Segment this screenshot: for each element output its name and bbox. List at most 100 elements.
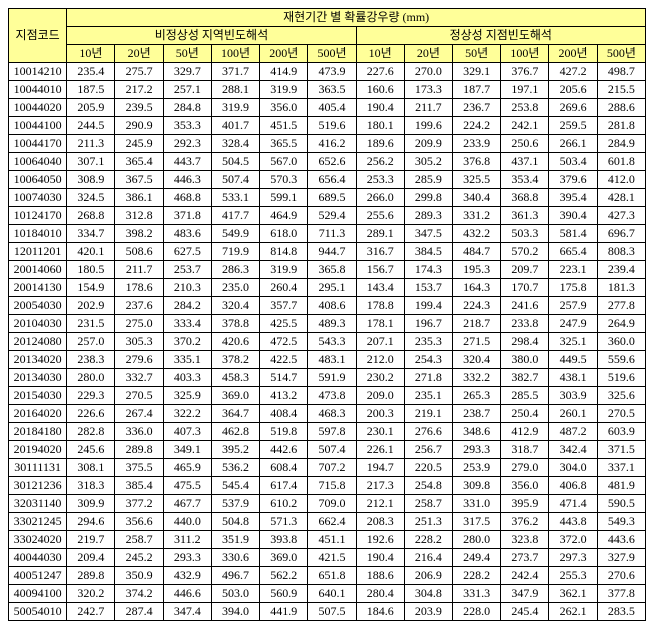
cell-value: 220.5 — [404, 459, 452, 477]
cell-value: 503.0 — [211, 585, 259, 603]
cell-value: 440.0 — [163, 513, 211, 531]
cell-value: 334.7 — [67, 225, 115, 243]
cell-value: 249.4 — [453, 549, 501, 567]
cell-value: 280.0 — [67, 369, 115, 387]
cell-value: 473.8 — [308, 387, 356, 405]
cell-value: 143.4 — [356, 279, 404, 297]
cell-value: 253.7 — [163, 261, 211, 279]
cell-value: 253.9 — [453, 459, 501, 477]
cell-value: 256.7 — [404, 441, 452, 459]
cell-code: 50054010 — [9, 603, 67, 621]
cell-value: 287.4 — [115, 603, 163, 621]
cell-value: 242.7 — [67, 603, 115, 621]
cell-value: 211.7 — [115, 261, 163, 279]
cell-value: 567.0 — [260, 153, 308, 171]
cell-value: 283.5 — [597, 603, 645, 621]
cell-value: 689.5 — [308, 189, 356, 207]
cell-value: 309.9 — [67, 495, 115, 513]
cell-value: 284.2 — [163, 297, 211, 315]
cell-value: 398.2 — [115, 225, 163, 243]
cell-value: 316.7 — [356, 243, 404, 261]
cell-value: 369.0 — [211, 387, 259, 405]
cell-value: 386.1 — [115, 189, 163, 207]
header-period: 500년 — [597, 45, 645, 63]
cell-value: 403.3 — [163, 369, 211, 387]
header-code: 지점코드 — [9, 9, 67, 63]
cell-value: 264.9 — [597, 315, 645, 333]
cell-value: 235.0 — [211, 279, 259, 297]
cell-code: 10124170 — [9, 207, 67, 225]
cell-value: 189.6 — [356, 135, 404, 153]
cell-value: 277.8 — [597, 297, 645, 315]
cell-value: 347.4 — [163, 603, 211, 621]
cell-value: 591.9 — [308, 369, 356, 387]
cell-value: 438.1 — [549, 369, 597, 387]
cell-value: 195.3 — [453, 261, 501, 279]
cell-value: 427.3 — [597, 207, 645, 225]
cell-value: 173.3 — [404, 81, 452, 99]
cell-value: 298.4 — [501, 333, 549, 351]
cell-value: 498.7 — [597, 63, 645, 81]
cell-value: 242.1 — [501, 117, 549, 135]
cell-code: 30111131 — [9, 459, 67, 477]
cell-value: 275.7 — [115, 63, 163, 81]
cell-value: 332.2 — [453, 369, 501, 387]
cell-value: 437.1 — [501, 153, 549, 171]
cell-value: 496.7 — [211, 567, 259, 585]
cell-value: 507.4 — [308, 441, 356, 459]
cell-value: 197.1 — [501, 81, 549, 99]
cell-value: 217.2 — [115, 81, 163, 99]
cell-value: 322.2 — [163, 405, 211, 423]
cell-value: 209.0 — [356, 387, 404, 405]
cell-value: 199.6 — [404, 117, 452, 135]
cell-value: 543.3 — [308, 333, 356, 351]
cell-value: 353.3 — [163, 117, 211, 135]
cell-value: 228.2 — [453, 567, 501, 585]
cell-value: 384.5 — [404, 243, 452, 261]
header-period: 100년 — [501, 45, 549, 63]
cell-value: 187.7 — [453, 81, 501, 99]
cell-value: 508.6 — [115, 243, 163, 261]
cell-code: 20134020 — [9, 351, 67, 369]
cell-value: 483.6 — [163, 225, 211, 243]
table-row: 30111131308.1375.5465.9536.2608.4707.219… — [9, 459, 646, 477]
table-row: 30121236318.3385.4475.5545.4617.4715.821… — [9, 477, 646, 495]
cell-value: 320.4 — [453, 351, 501, 369]
cell-value: 256.2 — [356, 153, 404, 171]
cell-value: 348.6 — [453, 423, 501, 441]
cell-value: 275.0 — [115, 315, 163, 333]
cell-value: 441.9 — [260, 603, 308, 621]
cell-value: 226.6 — [67, 405, 115, 423]
probability-rainfall-table: 지점코드 재현기간 별 확률강우량 (mm) 비정상성 지역빈도해석 정상성 지… — [8, 8, 646, 621]
cell-value: 180.1 — [356, 117, 404, 135]
cell-code: 20184180 — [9, 423, 67, 441]
cell-value: 305.3 — [115, 333, 163, 351]
cell-value: 200.3 — [356, 405, 404, 423]
cell-value: 241.6 — [501, 297, 549, 315]
cell-value: 472.5 — [260, 333, 308, 351]
cell-value: 295.1 — [308, 279, 356, 297]
cell-code: 10014210 — [9, 63, 67, 81]
cell-value: 328.4 — [211, 135, 259, 153]
cell-value: 719.9 — [211, 243, 259, 261]
cell-value: 570.2 — [501, 243, 549, 261]
cell-value: 219.7 — [67, 531, 115, 549]
cell-value: 253.3 — [356, 171, 404, 189]
cell-value: 273.7 — [501, 549, 549, 567]
cell-value: 311.2 — [163, 531, 211, 549]
cell-value: 294.6 — [67, 513, 115, 531]
cell-value: 487.2 — [549, 423, 597, 441]
cell-value: 309.8 — [453, 477, 501, 495]
cell-value: 529.4 — [308, 207, 356, 225]
cell-value: 174.3 — [404, 261, 452, 279]
table-row: 10044010187.5217.2257.1288.1319.9363.516… — [9, 81, 646, 99]
cell-value: 239.4 — [597, 261, 645, 279]
cell-value: 363.5 — [308, 81, 356, 99]
cell-value: 282.8 — [67, 423, 115, 441]
cell-value: 262.1 — [549, 603, 597, 621]
cell-value: 160.6 — [356, 81, 404, 99]
cell-value: 533.1 — [211, 189, 259, 207]
table-row: 20104030231.5275.0333.4378.8425.5489.317… — [9, 315, 646, 333]
cell-code: 10044100 — [9, 117, 67, 135]
cell-value: 333.4 — [163, 315, 211, 333]
